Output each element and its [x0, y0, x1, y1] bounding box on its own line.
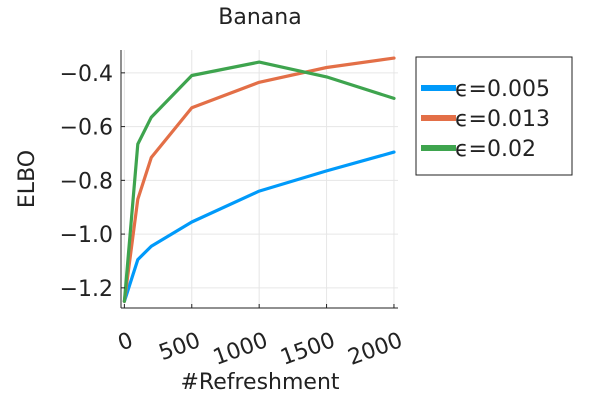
- grid: [121, 50, 398, 308]
- legend-label-2: ϵ=0.02: [455, 137, 536, 162]
- y-axis-label: ELBO: [15, 150, 40, 208]
- series-line-2: [122, 60, 396, 303]
- x-tick-label: 500: [156, 328, 204, 366]
- x-ticks: 0 500 1000 1500 2000: [115, 304, 406, 371]
- series-layer: [122, 56, 396, 303]
- legend-label-1: ϵ=0.013: [455, 107, 550, 132]
- series-line-0: [122, 150, 396, 303]
- chart-title: Banana: [218, 5, 301, 30]
- x-tick-label: 1500: [277, 328, 338, 371]
- y-tick-label: −0.6: [60, 116, 113, 141]
- y-tick-label: −1.2: [60, 277, 113, 302]
- x-tick-label: 1000: [210, 328, 271, 371]
- series-line-1: [122, 56, 396, 303]
- x-tick-label: 2000: [345, 328, 406, 371]
- y-tick-label: −0.8: [60, 169, 113, 194]
- y-tick-label: −1.0: [60, 223, 113, 248]
- x-axis-label: #Refreshment: [180, 370, 339, 395]
- legend-label-0: ϵ=0.005: [455, 77, 550, 102]
- legend: ϵ=0.005 ϵ=0.013 ϵ=0.02: [415, 56, 573, 176]
- y-tick-label: −0.4: [60, 62, 113, 87]
- x-tick-label: 0: [115, 328, 137, 356]
- y-ticks: −1.2 −1.0 −0.8 −0.6 −0.4: [60, 62, 125, 302]
